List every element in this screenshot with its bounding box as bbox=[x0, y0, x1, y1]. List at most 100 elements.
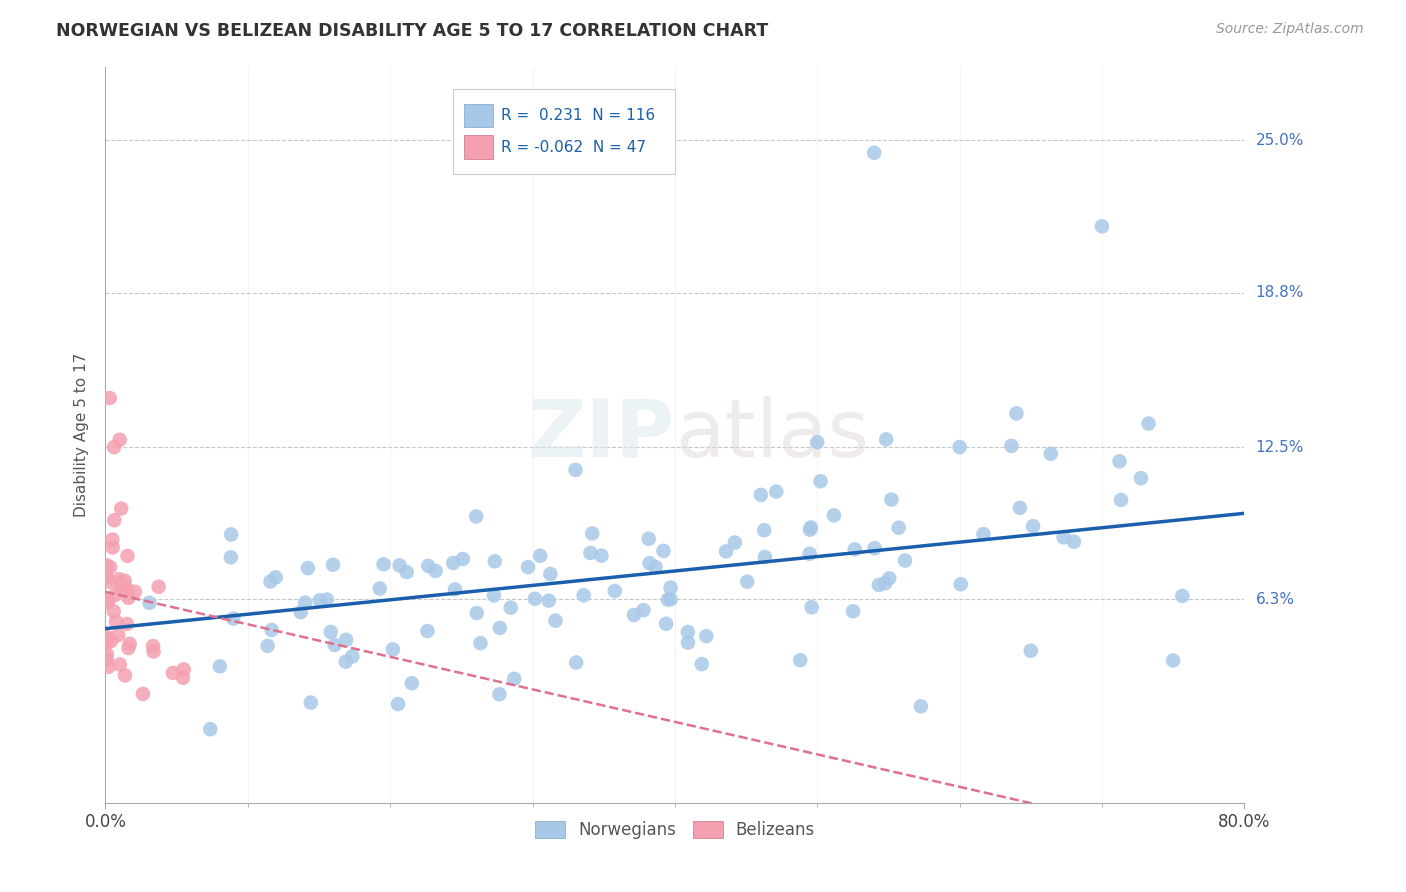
Point bbox=[877, 571, 900, 585]
Point bbox=[517, 560, 540, 574]
Point bbox=[98, 391, 121, 405]
Point bbox=[114, 668, 136, 682]
Point bbox=[1171, 589, 1194, 603]
Point bbox=[806, 435, 828, 450]
Point bbox=[484, 554, 506, 568]
Point bbox=[222, 611, 245, 625]
Point bbox=[572, 588, 595, 602]
Point bbox=[107, 628, 129, 642]
Point bbox=[118, 637, 141, 651]
Point bbox=[104, 588, 127, 602]
Point bbox=[319, 624, 342, 639]
Point bbox=[110, 501, 132, 516]
Point bbox=[754, 549, 776, 564]
Point bbox=[499, 600, 522, 615]
Point bbox=[1022, 519, 1045, 533]
Point bbox=[98, 560, 121, 574]
Point bbox=[799, 523, 821, 537]
Point bbox=[894, 553, 917, 567]
Point bbox=[98, 574, 121, 589]
Point bbox=[96, 570, 118, 584]
Point bbox=[368, 582, 391, 596]
Point bbox=[208, 659, 231, 673]
Point bbox=[1005, 406, 1028, 420]
Text: R = -0.062  N = 47: R = -0.062 N = 47 bbox=[501, 140, 645, 154]
Point bbox=[948, 440, 970, 454]
Point bbox=[103, 604, 125, 618]
Point bbox=[138, 596, 160, 610]
Point bbox=[418, 558, 440, 573]
Point bbox=[659, 592, 682, 607]
Y-axis label: Disability Age 5 to 17: Disability Age 5 to 17 bbox=[75, 352, 90, 517]
Point bbox=[765, 484, 787, 499]
Point bbox=[488, 687, 510, 701]
Point bbox=[219, 550, 242, 565]
Point bbox=[538, 566, 561, 581]
Point bbox=[644, 560, 666, 574]
Point bbox=[96, 652, 118, 666]
Point bbox=[309, 593, 332, 607]
Point bbox=[297, 561, 319, 575]
Point bbox=[800, 520, 823, 534]
Point bbox=[200, 723, 222, 737]
Point bbox=[754, 523, 776, 537]
Point bbox=[373, 558, 395, 572]
Point bbox=[949, 577, 972, 591]
Point bbox=[108, 657, 131, 672]
Point bbox=[800, 600, 823, 615]
Point bbox=[110, 576, 132, 591]
Point bbox=[695, 629, 717, 643]
Point bbox=[1000, 439, 1022, 453]
Point bbox=[465, 606, 488, 620]
Point bbox=[842, 604, 865, 618]
Point bbox=[96, 632, 118, 647]
Point bbox=[579, 546, 602, 560]
Point bbox=[749, 488, 772, 502]
Point bbox=[335, 632, 357, 647]
Point bbox=[96, 647, 118, 661]
Point bbox=[1109, 492, 1132, 507]
Point bbox=[1039, 447, 1062, 461]
Text: 18.8%: 18.8% bbox=[1256, 285, 1303, 300]
Point bbox=[868, 578, 890, 592]
Point bbox=[1137, 417, 1160, 431]
Point bbox=[1161, 653, 1184, 667]
Text: R =  0.231  N = 116: R = 0.231 N = 116 bbox=[501, 108, 655, 123]
Point bbox=[294, 596, 316, 610]
Point bbox=[117, 640, 139, 655]
Point bbox=[97, 660, 120, 674]
Point bbox=[581, 526, 603, 541]
Point bbox=[97, 593, 120, 607]
Point bbox=[395, 565, 418, 579]
Point bbox=[264, 570, 287, 584]
Point bbox=[910, 699, 932, 714]
Point bbox=[315, 592, 337, 607]
Point bbox=[115, 582, 138, 596]
Point bbox=[1019, 644, 1042, 658]
Point bbox=[1063, 534, 1085, 549]
Point bbox=[657, 592, 679, 607]
Point bbox=[652, 544, 675, 558]
Point bbox=[381, 642, 404, 657]
Point bbox=[173, 662, 195, 676]
Point bbox=[101, 541, 124, 555]
Point bbox=[441, 556, 464, 570]
Point bbox=[260, 623, 283, 637]
Point bbox=[1091, 219, 1114, 234]
Point bbox=[388, 558, 411, 573]
Point bbox=[172, 671, 194, 685]
Point bbox=[425, 564, 447, 578]
Point bbox=[416, 624, 439, 638]
Point bbox=[114, 574, 136, 588]
Text: Source: ZipAtlas.com: Source: ZipAtlas.com bbox=[1216, 22, 1364, 37]
Point bbox=[655, 616, 678, 631]
Point bbox=[623, 608, 645, 623]
Point bbox=[714, 544, 737, 558]
Point bbox=[387, 697, 409, 711]
Text: 25.0%: 25.0% bbox=[1256, 133, 1303, 148]
Point bbox=[444, 582, 467, 597]
Legend: Norwegians, Belizeans: Norwegians, Belizeans bbox=[529, 814, 821, 846]
Point bbox=[603, 584, 626, 599]
Point bbox=[96, 636, 118, 650]
Point bbox=[465, 509, 488, 524]
